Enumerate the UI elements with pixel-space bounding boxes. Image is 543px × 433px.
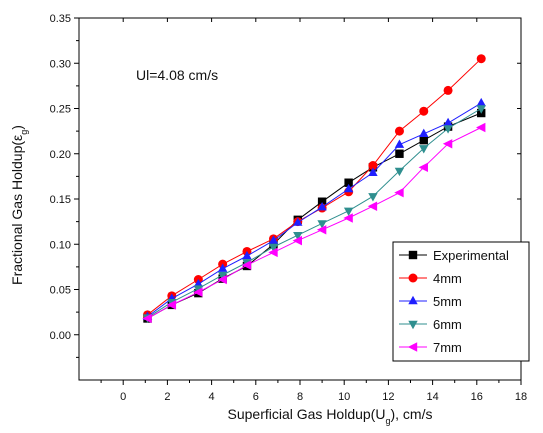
legend-item: 4mm <box>399 271 462 286</box>
data-point <box>317 220 327 229</box>
y-tick-label: 0.20 <box>50 149 71 161</box>
data-point <box>368 161 378 171</box>
series-6mm <box>142 105 486 323</box>
data-point <box>217 274 227 285</box>
data-point <box>443 85 453 95</box>
data-point <box>142 313 152 324</box>
data-point <box>394 187 404 198</box>
data-point <box>268 247 278 258</box>
legend-marker <box>408 295 418 305</box>
data-point <box>394 126 404 136</box>
legend-marker <box>408 320 418 330</box>
data-point <box>268 235 279 244</box>
series-5mm <box>142 97 486 320</box>
data-point <box>476 105 486 114</box>
data-point <box>343 183 354 193</box>
x-tick-label: 6 <box>253 391 259 403</box>
series-7mm <box>142 122 486 324</box>
y-tick-label: 0.30 <box>50 58 71 70</box>
data-point <box>419 128 429 138</box>
legend-item: 5mm <box>399 294 462 309</box>
legend-marker <box>408 273 418 283</box>
axes: 0 2 4 6 8 10 12 14 16 18 0.00 0.05 0.10 0.15 0.20 0.25 0… <box>50 13 528 403</box>
data-point <box>476 54 486 64</box>
data-point <box>217 271 228 281</box>
data-point <box>442 139 453 149</box>
data-point <box>394 139 405 148</box>
legend-item: 6mm <box>399 317 462 332</box>
data-point <box>316 225 327 235</box>
annotation-label: Ul=4.08 cm/s <box>136 67 218 83</box>
data-point <box>242 250 252 260</box>
data-point <box>293 232 303 241</box>
data-point <box>217 263 228 272</box>
data-point <box>344 178 353 187</box>
data-point <box>394 167 405 177</box>
legend-marker <box>407 342 418 352</box>
x-tick-label: 8 <box>297 391 303 403</box>
data-point <box>367 201 378 211</box>
data-point <box>443 117 453 127</box>
data-point <box>395 149 404 158</box>
data-point <box>268 243 279 253</box>
x-tick-label: 0 <box>120 391 126 403</box>
data-point <box>368 193 378 202</box>
x-axis-title: Superficial Gas Holdup(Ug), cm/s <box>228 406 433 426</box>
legend: Experimental 4mm 5mm 6mm 7mm <box>392 241 530 362</box>
y-tick-label: 0.15 <box>50 194 71 206</box>
data-point <box>292 235 302 246</box>
data-point <box>343 213 353 223</box>
y-axis-title: Fractional Gas Holdup(εg) <box>9 125 29 285</box>
data-point <box>419 145 429 154</box>
data-point <box>193 285 204 294</box>
legend-label: Experimental <box>433 248 509 263</box>
data-point <box>193 278 204 288</box>
data-point <box>419 135 428 145</box>
x-tick-label: 12 <box>382 391 394 403</box>
data-point <box>317 197 327 206</box>
x-tick-label: 14 <box>426 391 438 403</box>
data-point <box>443 125 453 134</box>
y-tick-label: 0.35 <box>50 13 71 25</box>
legend-label: 7mm <box>433 340 462 355</box>
series-layer <box>142 54 486 324</box>
x-tick-label: 4 <box>209 391 215 403</box>
data-point <box>476 122 486 133</box>
x-tick-label: 18 <box>515 391 527 403</box>
legend-item: 7mm <box>399 340 462 355</box>
legend-label: 5mm <box>433 294 462 309</box>
data-point <box>418 162 428 173</box>
data-point <box>476 97 486 107</box>
y-tick-label: 0.10 <box>50 239 71 251</box>
data-point <box>193 287 203 297</box>
data-point <box>419 106 429 116</box>
legend-label: 4mm <box>433 271 462 286</box>
x-tick-label: 16 <box>471 391 483 403</box>
legend-item: Experimental <box>399 248 509 263</box>
x-tick-label: 10 <box>338 391 350 403</box>
data-point <box>293 217 303 226</box>
legend-label: 6mm <box>433 317 462 332</box>
y-tick-label: 0.25 <box>50 104 71 116</box>
data-point <box>343 207 354 216</box>
data-point <box>241 260 252 270</box>
series-line <box>147 102 482 318</box>
legend-marker <box>408 250 418 260</box>
y-tick-label: 0.00 <box>50 330 71 342</box>
data-point <box>368 167 378 176</box>
data-point <box>317 201 327 211</box>
data-point <box>166 300 177 310</box>
x-tick-label: 2 <box>164 391 170 403</box>
y-tick-label: 0.05 <box>50 285 71 297</box>
